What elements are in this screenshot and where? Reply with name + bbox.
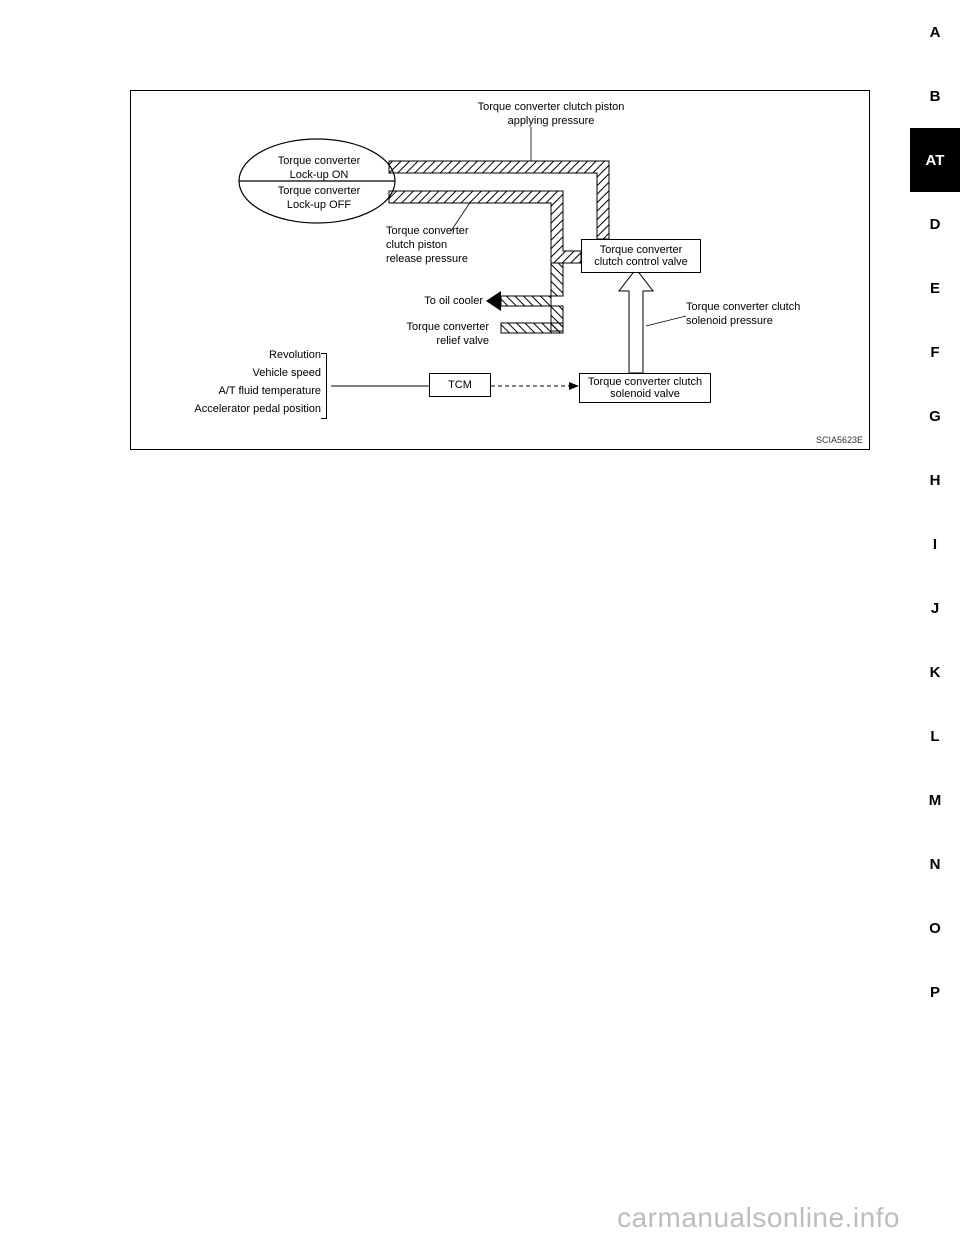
diagram-code: SCIA5623E xyxy=(816,435,863,445)
input-vehicle-speed-label: Vehicle speed xyxy=(181,367,321,381)
clutch-control-valve-box: Torque converterclutch control valve xyxy=(581,239,701,273)
tab-d[interactable]: D xyxy=(910,192,960,256)
tab-n[interactable]: N xyxy=(910,832,960,896)
tab-e[interactable]: E xyxy=(910,256,960,320)
solenoid-valve-box: Torque converter clutchsolenoid valve xyxy=(579,373,711,403)
tab-l[interactable]: L xyxy=(910,704,960,768)
watermark: carmanualsonline.info xyxy=(617,1202,900,1234)
input-accel-pedal-label: Accelerator pedal position xyxy=(161,403,321,417)
tab-j[interactable]: J xyxy=(910,576,960,640)
page: A B AT D E F G H I J K L M N O P xyxy=(0,0,960,1242)
input-atf-temp-label: A/T fluid temperature xyxy=(181,385,321,399)
tab-b[interactable]: B xyxy=(910,64,960,128)
tab-at[interactable]: AT xyxy=(910,128,960,192)
section-tabs-sidebar: A B AT D E F G H I J K L M N O P xyxy=(910,0,960,1242)
tab-o[interactable]: O xyxy=(910,896,960,960)
tab-m[interactable]: M xyxy=(910,768,960,832)
tcm-box: TCM xyxy=(429,373,491,397)
tab-h[interactable]: H xyxy=(910,448,960,512)
tab-p[interactable]: P xyxy=(910,960,960,1024)
input-revolution-label: Revolution xyxy=(181,349,321,363)
relief-valve-label: Torque converterrelief valve xyxy=(389,321,489,349)
to-oil-cooler-label: To oil cooler xyxy=(403,295,483,309)
tab-g[interactable]: G xyxy=(910,384,960,448)
solenoid-pressure-label: Torque converter clutchsolenoid pressure xyxy=(686,301,826,329)
tab-f[interactable]: F xyxy=(910,320,960,384)
tab-i[interactable]: I xyxy=(910,512,960,576)
diagram-frame: Torque converterclutch control valve TCM… xyxy=(130,90,870,450)
inputs-bracket xyxy=(326,353,327,419)
tab-a[interactable]: A xyxy=(910,0,960,64)
applying-pressure-label: Torque converter clutch pistonapplying p… xyxy=(451,101,651,129)
tab-k[interactable]: K xyxy=(910,640,960,704)
lockup-on-label: Torque converterLock-up ON xyxy=(269,155,369,183)
lockup-off-label: Torque converterLock-up OFF xyxy=(269,185,369,213)
release-pressure-label: Torque converterclutch pistonrelease pre… xyxy=(386,225,496,266)
lockup-control-diagram: Torque converterclutch control valve TCM… xyxy=(131,91,869,449)
